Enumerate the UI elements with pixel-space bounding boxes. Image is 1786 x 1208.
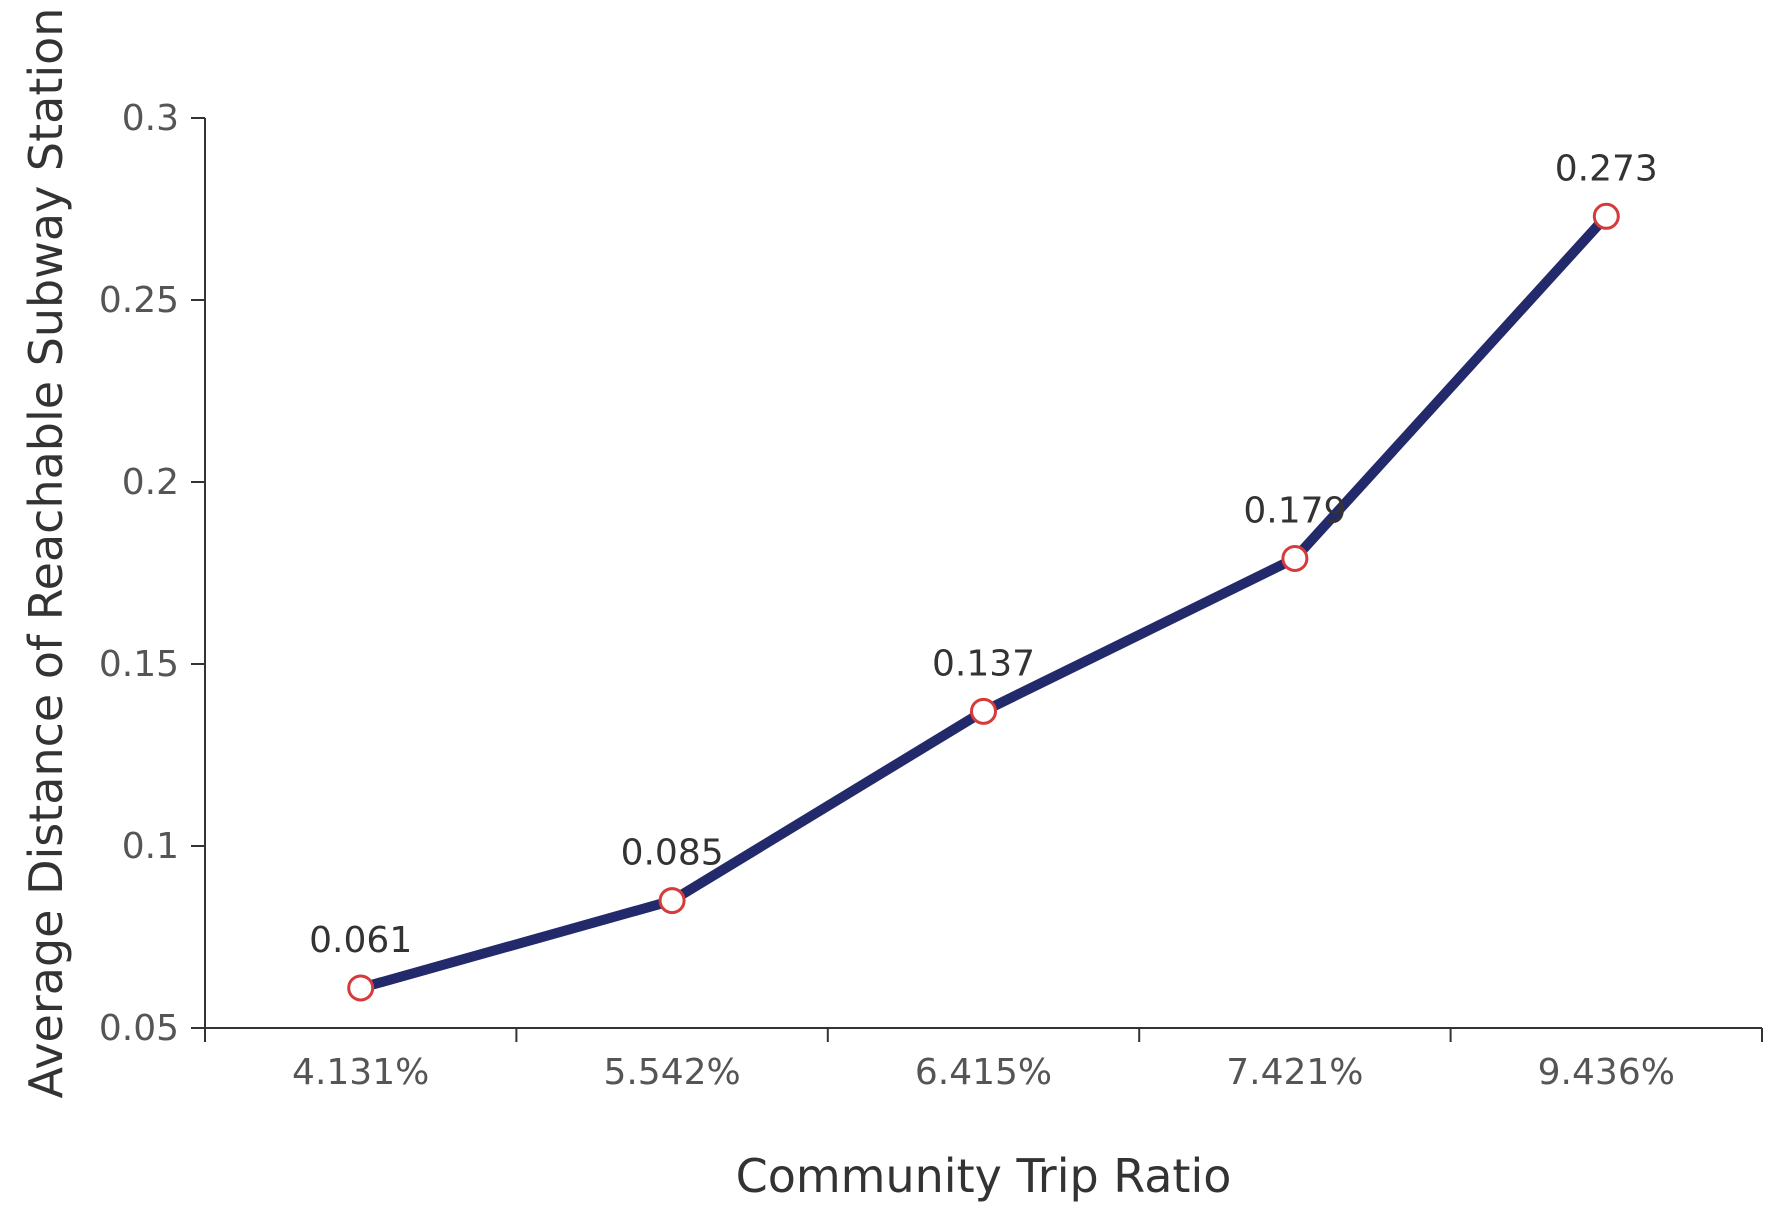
- data-label: 0.061: [309, 920, 412, 961]
- y-ticks: 0.05 0.1 0.15 0.2 0.25 0.3: [99, 98, 205, 1049]
- data-label: 0.085: [621, 833, 724, 874]
- data-label: 0.273: [1555, 148, 1658, 189]
- x-tick-label: 7.421%: [1226, 1052, 1363, 1093]
- data-point: [347, 974, 375, 1002]
- data-labels: 0.061 0.085 0.137 0.179 0.273: [309, 148, 1658, 961]
- x-tick-label: 4.131%: [292, 1052, 429, 1093]
- y-tick-label: 0.1: [122, 826, 179, 867]
- series-line: [355, 211, 1612, 993]
- x-axis-title: Community Trip Ratio: [736, 1149, 1232, 1203]
- data-point: [970, 697, 997, 725]
- data-point: [1592, 202, 1620, 230]
- data-label: 0.137: [932, 643, 1035, 684]
- x-tick-label: 6.415%: [915, 1052, 1052, 1093]
- y-tick-label: 0.25: [99, 280, 179, 321]
- data-point: [658, 887, 686, 915]
- x-tick-label: 9.436%: [1538, 1052, 1675, 1093]
- axes: [204, 118, 1762, 1029]
- x-tick-label: 5.542%: [603, 1052, 740, 1093]
- y-axis-title: Average Distance of Reachable Subway Sta…: [19, 8, 73, 1099]
- y-tick-label: 0.15: [99, 644, 179, 685]
- data-point: [1281, 544, 1309, 572]
- y-tick-label: 0.05: [99, 1008, 179, 1049]
- x-ticks: 4.131% 5.542% 6.415% 7.421% 9.436%: [204, 1028, 1763, 1093]
- data-label: 0.179: [1243, 490, 1346, 531]
- y-tick-label: 0.2: [122, 462, 179, 503]
- series: [347, 202, 1620, 1002]
- y-tick-label: 0.3: [122, 98, 179, 139]
